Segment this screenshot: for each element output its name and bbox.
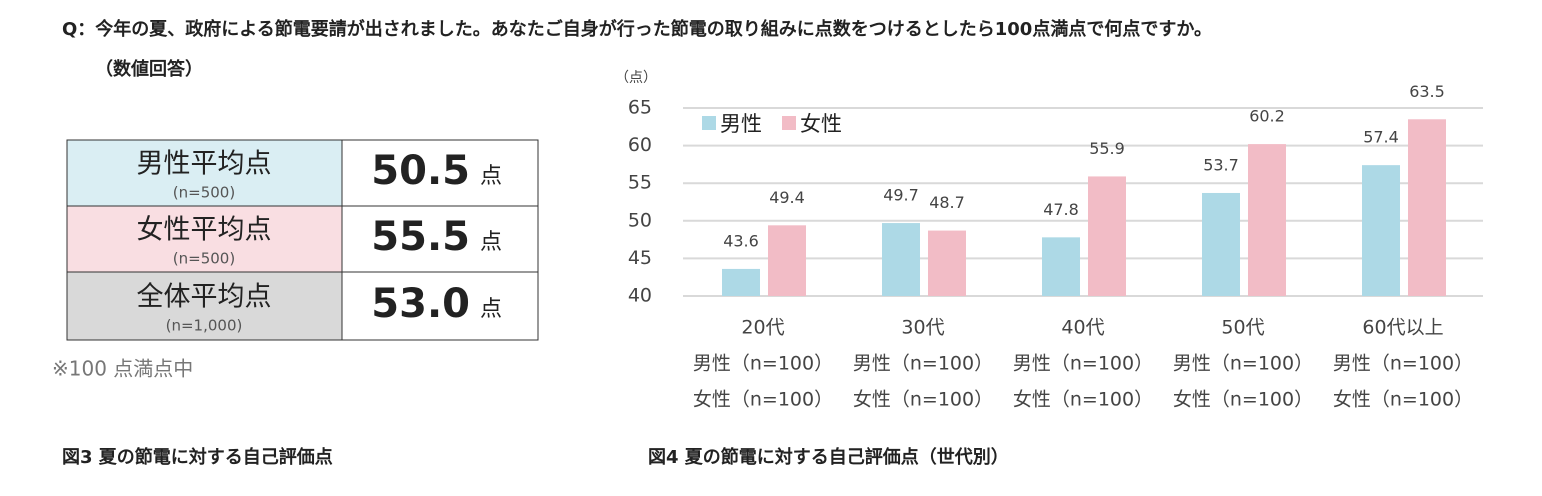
legend-label: 女性 bbox=[800, 112, 842, 136]
legend-label: 男性 bbox=[720, 112, 762, 136]
bar bbox=[1042, 237, 1080, 296]
value-label: 48.7 bbox=[929, 193, 965, 212]
label-cell bbox=[66, 271, 343, 341]
row-n: (n=1,000) bbox=[166, 317, 243, 335]
male-n-label: 男性（n=100） bbox=[853, 353, 993, 375]
row-value: 53.0 bbox=[371, 281, 470, 327]
row-label: 男性平均点 bbox=[137, 149, 272, 180]
x-tick-label: 50代 bbox=[1221, 317, 1264, 339]
bar bbox=[1248, 144, 1286, 296]
table-note: ※100 点満点中 bbox=[52, 357, 193, 381]
x-tick-label: 60代以上 bbox=[1362, 317, 1443, 339]
male-n-label: 男性（n=100） bbox=[1333, 353, 1473, 375]
y-tick-label: 40 bbox=[628, 285, 652, 307]
y-tick-label: 55 bbox=[628, 172, 652, 194]
value-label: 47.8 bbox=[1043, 200, 1079, 219]
value-cell bbox=[341, 271, 539, 341]
female-n-label: 女性（n=100） bbox=[1013, 389, 1153, 411]
bar bbox=[722, 268, 760, 296]
y-tick-label: 45 bbox=[628, 247, 652, 269]
bar bbox=[1362, 165, 1400, 296]
row-value: 55.5 bbox=[371, 214, 470, 260]
row-n: (n=500) bbox=[173, 250, 235, 268]
row-unit: 点 bbox=[480, 230, 502, 255]
value-label: 55.9 bbox=[1089, 139, 1125, 158]
row-label: 女性平均点 bbox=[137, 215, 272, 246]
y-unit: （点） bbox=[615, 70, 657, 86]
bar bbox=[1088, 176, 1126, 296]
chart-caption: 図4 夏の節電に対する自己評価点（世代別） bbox=[648, 446, 1009, 468]
value-cell bbox=[341, 139, 539, 207]
male-n-label: 男性（n=100） bbox=[693, 353, 833, 375]
table-caption: 図3 夏の節電に対する自己評価点 bbox=[62, 446, 333, 468]
female-n-label: 女性（n=100） bbox=[1173, 389, 1313, 411]
female-n-label: 女性（n=100） bbox=[853, 389, 993, 411]
bar bbox=[928, 230, 966, 296]
legend-swatch bbox=[702, 116, 716, 130]
bar bbox=[768, 225, 806, 296]
male-n-label: 男性（n=100） bbox=[1013, 353, 1153, 375]
value-label: 49.7 bbox=[883, 186, 919, 205]
value-label: 57.4 bbox=[1363, 128, 1399, 147]
label-cell bbox=[66, 205, 343, 273]
female-n-label: 女性（n=100） bbox=[1333, 389, 1473, 411]
male-n-label: 男性（n=100） bbox=[1173, 353, 1313, 375]
bar bbox=[1408, 119, 1446, 296]
y-tick-label: 65 bbox=[628, 97, 652, 119]
y-tick-label: 60 bbox=[628, 134, 652, 156]
legend-swatch bbox=[782, 116, 796, 130]
value-label: 63.5 bbox=[1409, 82, 1445, 101]
row-unit: 点 bbox=[480, 297, 502, 322]
x-tick-label: 30代 bbox=[901, 317, 944, 339]
x-tick-label: 20代 bbox=[741, 317, 784, 339]
row-n: (n=500) bbox=[173, 184, 235, 202]
row-value: 50.5 bbox=[371, 148, 470, 194]
bar bbox=[1202, 192, 1240, 296]
label-cell bbox=[66, 139, 343, 207]
value-label: 49.4 bbox=[769, 188, 805, 207]
value-cell bbox=[341, 205, 539, 273]
row-label: 全体平均点 bbox=[137, 282, 272, 313]
question: Q：今年の夏、政府による節電要請が出されました。あなたご自身が行った節電の取り組… bbox=[62, 18, 1212, 40]
female-n-label: 女性（n=100） bbox=[693, 389, 833, 411]
bar bbox=[882, 223, 920, 296]
row-unit: 点 bbox=[480, 164, 502, 189]
value-label: 53.7 bbox=[1203, 155, 1239, 174]
value-label: 60.2 bbox=[1249, 107, 1285, 126]
y-tick-label: 50 bbox=[628, 209, 652, 231]
answer-type: （数値回答） bbox=[95, 58, 203, 80]
x-tick-label: 40代 bbox=[1061, 317, 1104, 339]
value-label: 43.6 bbox=[723, 231, 759, 250]
